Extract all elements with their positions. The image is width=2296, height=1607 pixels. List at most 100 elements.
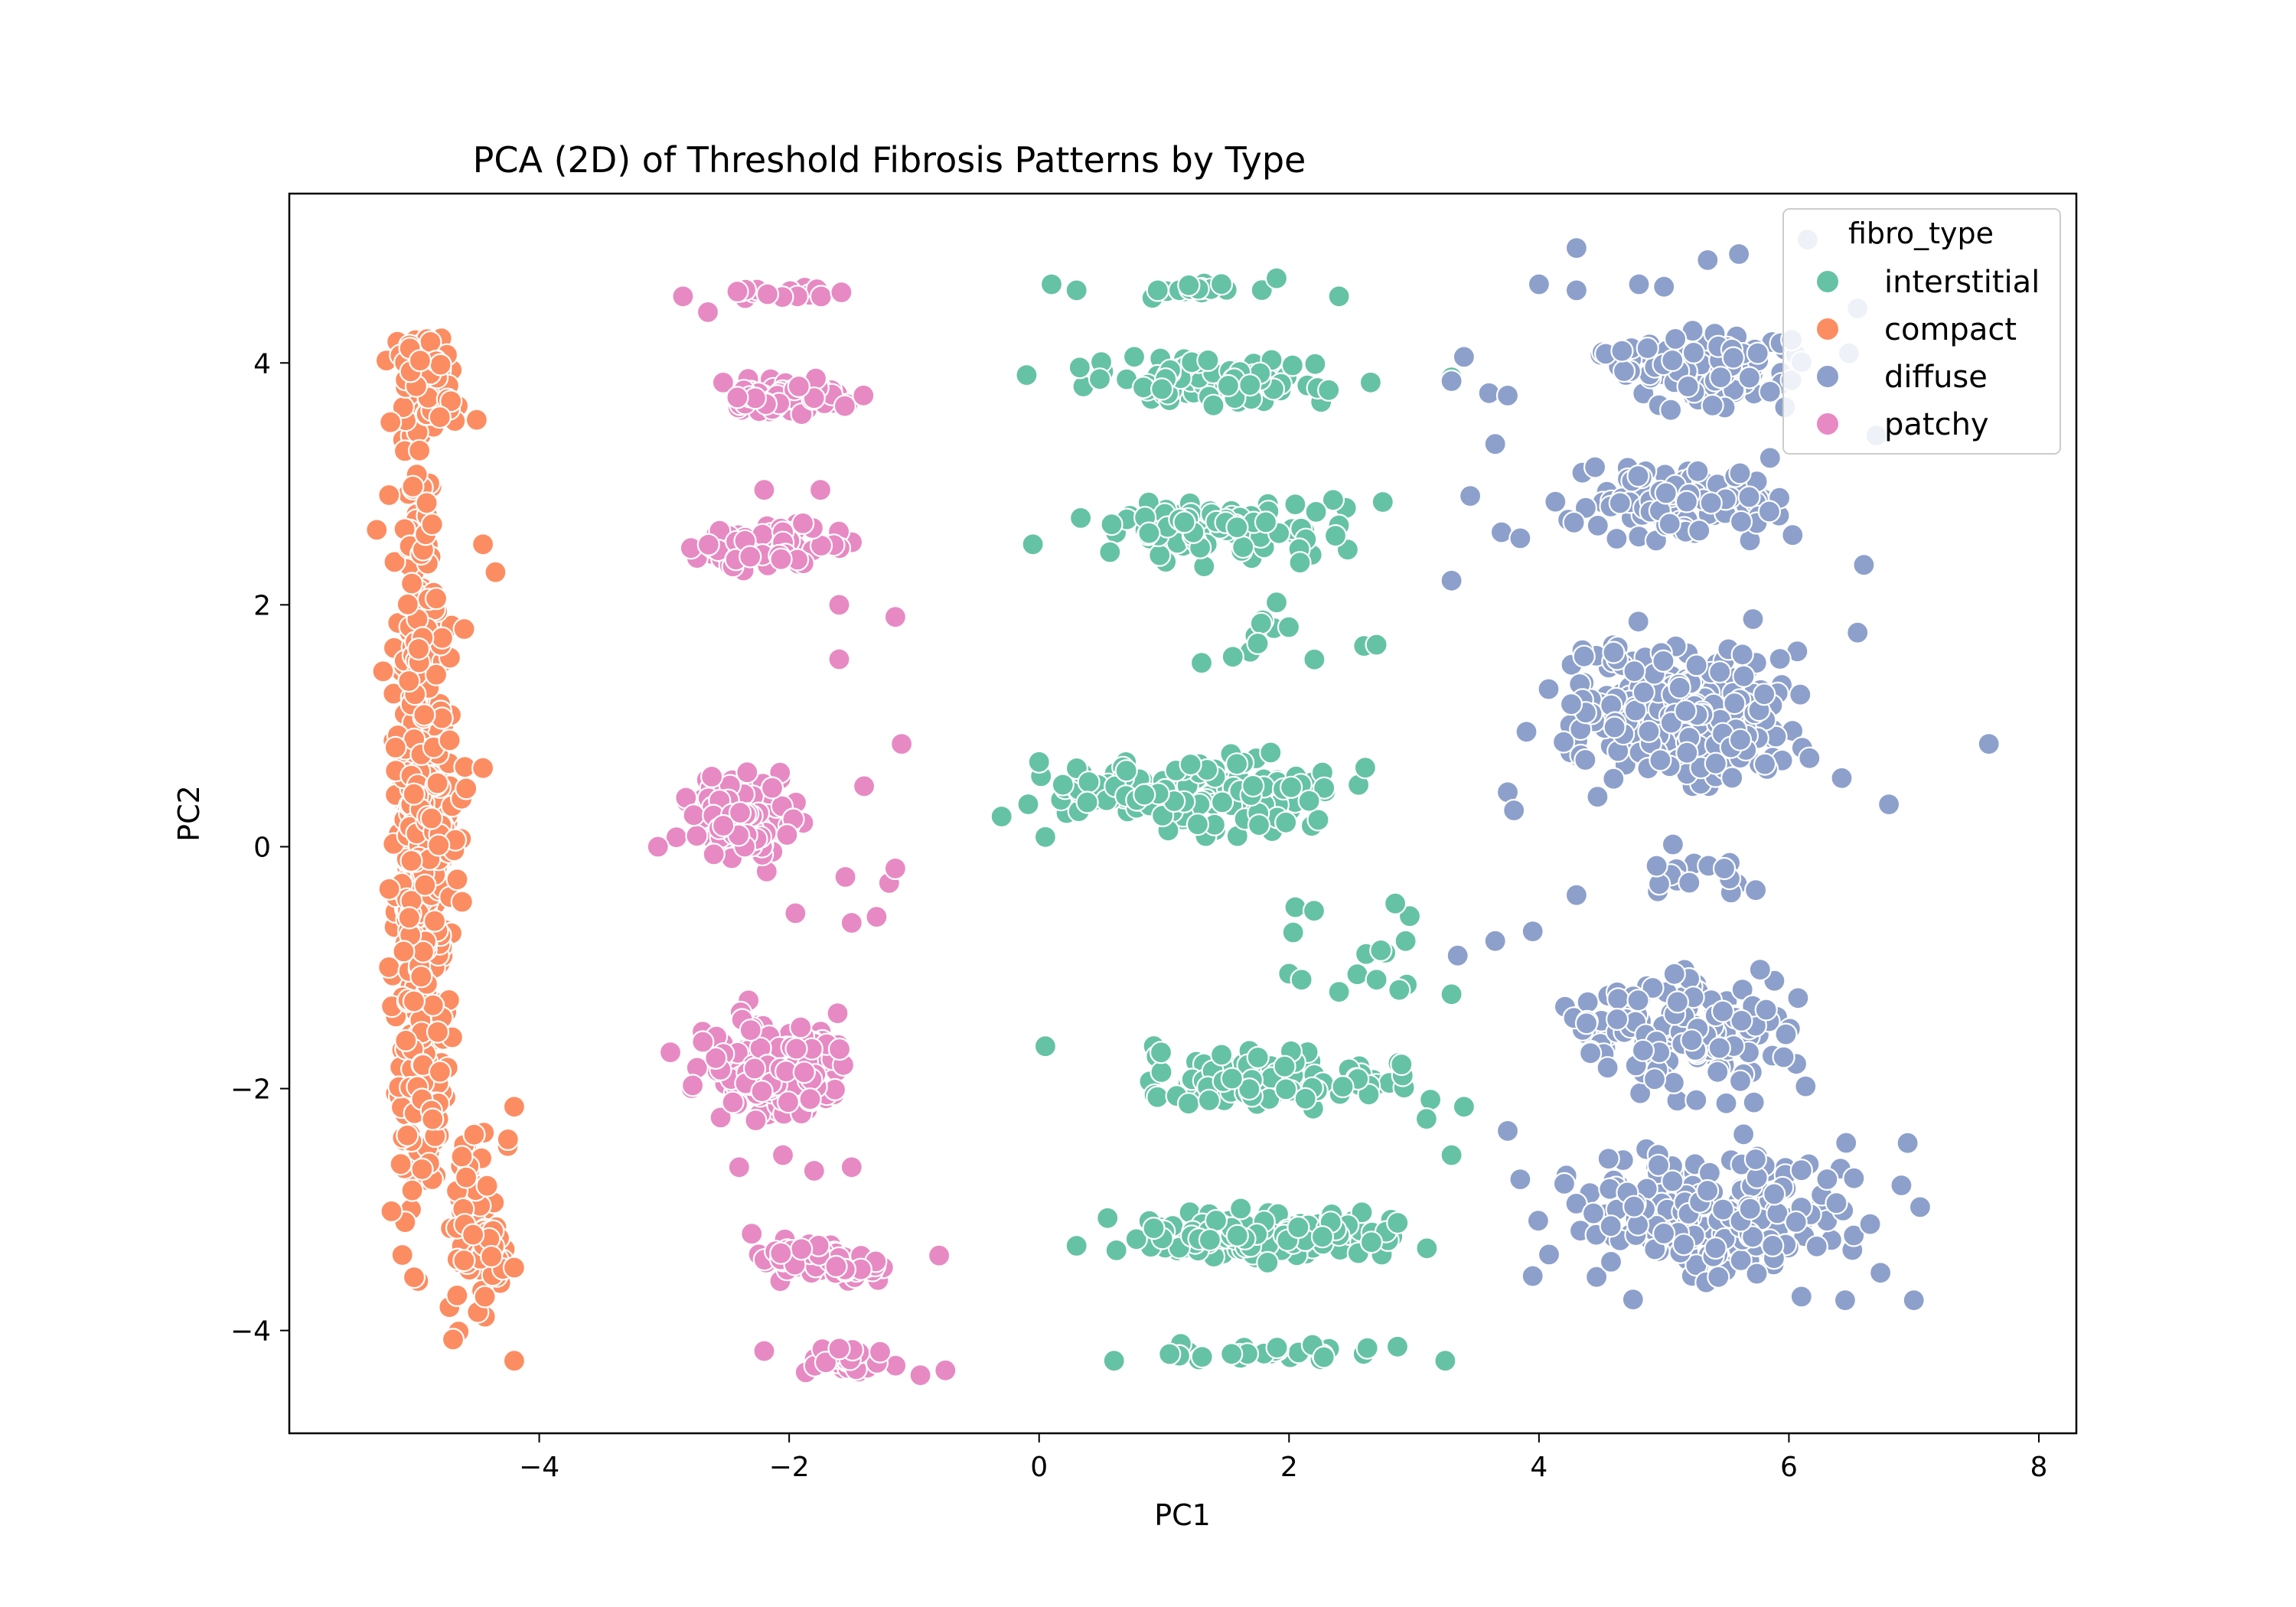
data-point-compact	[424, 587, 448, 611]
data-point-compact	[394, 1028, 418, 1053]
data-point-diffuse	[1612, 359, 1636, 383]
data-point-diffuse	[1789, 1285, 1813, 1309]
data-point-interstitial	[1274, 810, 1298, 834]
data-point-interstitial	[1397, 905, 1422, 928]
data-point-patchy	[927, 1244, 951, 1267]
data-point-patchy	[824, 1254, 848, 1279]
data-point-interstitial	[1390, 1052, 1414, 1077]
legend-marker-compact	[1815, 317, 1840, 341]
data-point-diffuse	[1748, 957, 1772, 982]
data-point-interstitial	[1297, 789, 1321, 813]
data-point-diffuse	[1789, 1159, 1813, 1182]
data-point-patchy	[752, 1339, 776, 1363]
data-point-diffuse	[1877, 792, 1901, 817]
data-point-patchy	[840, 1156, 863, 1179]
data-point-interstitial	[1281, 921, 1305, 944]
data-point-diffuse	[1680, 1028, 1704, 1052]
data-point-interstitial	[1172, 510, 1196, 534]
data-point-patchy	[790, 1237, 814, 1261]
data-point-patchy	[735, 761, 759, 784]
data-point-diffuse	[1626, 989, 1650, 1012]
data-point-interstitial	[1220, 1067, 1244, 1090]
data-point-diffuse	[1720, 766, 1744, 790]
data-point-diffuse	[1737, 366, 1761, 390]
data-point-compact	[408, 349, 432, 373]
data-point-compact	[430, 626, 455, 650]
data-point-interstitial	[1186, 813, 1210, 836]
data-point-diffuse	[1623, 1195, 1646, 1218]
data-point-diffuse	[1495, 1119, 1520, 1143]
data-point-compact	[400, 849, 423, 873]
data-point-interstitial	[1369, 938, 1393, 963]
data-point-diffuse	[1704, 751, 1727, 775]
data-point-interstitial	[1414, 1107, 1439, 1131]
data-point-interstitial	[1150, 1060, 1173, 1084]
data-point-interstitial	[1220, 1342, 1244, 1366]
data-point-diffuse	[1661, 348, 1684, 373]
data-point-diffuse	[1495, 383, 1520, 408]
data-point-compact	[427, 833, 451, 857]
data-point-diffuse	[1711, 1198, 1735, 1221]
data-point-interstitial	[1015, 363, 1039, 387]
points-layer	[365, 228, 2001, 1387]
data-point-interstitial	[1225, 1224, 1249, 1247]
data-point-diffuse	[1623, 659, 1646, 683]
data-point-interstitial	[1122, 345, 1146, 369]
data-point-patchy	[792, 1061, 816, 1084]
data-point-compact	[465, 408, 489, 432]
data-point-diffuse	[1605, 526, 1629, 551]
plot-frame	[288, 192, 2078, 1435]
data-point-patchy	[802, 1159, 826, 1183]
data-point-patchy	[696, 300, 720, 324]
data-point-compact	[407, 438, 432, 462]
x-tick-label: 0	[1030, 1452, 1048, 1483]
data-point-patchy	[680, 1074, 705, 1097]
data-point-compact	[428, 1060, 452, 1084]
data-point-interstitial	[1068, 356, 1091, 380]
data-point-diffuse	[1483, 929, 1507, 953]
data-point-patchy	[798, 1087, 822, 1111]
data-point-interstitial	[1216, 373, 1241, 398]
data-point-interstitial	[1259, 741, 1283, 764]
data-point-diffuse	[1709, 366, 1733, 390]
data-point-interstitial	[1179, 752, 1202, 777]
data-point-diffuse	[1602, 767, 1626, 790]
data-point-compact	[410, 1157, 434, 1182]
data-point-compact	[415, 491, 439, 515]
data-point-patchy	[685, 824, 709, 848]
data-point-diffuse	[1637, 719, 1661, 744]
data-point-interstitial	[1238, 1077, 1261, 1101]
data-point-interstitial	[1102, 1349, 1126, 1373]
data-point-diffuse	[1586, 785, 1609, 809]
data-point-interstitial	[1290, 968, 1313, 992]
x-tick-label: 2	[1280, 1452, 1298, 1483]
data-point-interstitial	[1190, 1345, 1214, 1369]
x-tick-label: 4	[1530, 1452, 1548, 1483]
data-point-patchy	[814, 1351, 838, 1374]
data-point-diffuse	[1458, 484, 1482, 508]
data-point-interstitial	[1225, 752, 1249, 776]
data-point-compact	[379, 410, 403, 434]
data-point-compact	[421, 1107, 445, 1131]
data-point-compact	[445, 868, 469, 892]
data-point-patchy	[787, 374, 810, 399]
data-point-interstitial	[1221, 645, 1244, 669]
data-point-diffuse	[1732, 664, 1756, 688]
data-point-interstitial	[1196, 348, 1220, 372]
data-point-interstitial	[1229, 1197, 1253, 1221]
legend-marker-diffuse	[1815, 364, 1840, 389]
data-point-interstitial	[1231, 535, 1255, 559]
data-point-diffuse	[1758, 380, 1782, 403]
data-point-interstitial	[1075, 790, 1099, 814]
data-point-diffuse	[1452, 345, 1476, 369]
data-point-patchy	[775, 823, 799, 847]
x-axis: −4 −2 0 2 4 6 8	[519, 1433, 2047, 1483]
data-point-diffuse	[1741, 1225, 1765, 1249]
data-point-interstitial	[1098, 540, 1122, 564]
data-point-compact	[429, 353, 452, 376]
data-point-diffuse	[1574, 748, 1597, 772]
data-point-compact	[389, 1152, 413, 1176]
data-point-interstitial	[1345, 963, 1369, 986]
data-point-compact	[380, 1199, 403, 1224]
